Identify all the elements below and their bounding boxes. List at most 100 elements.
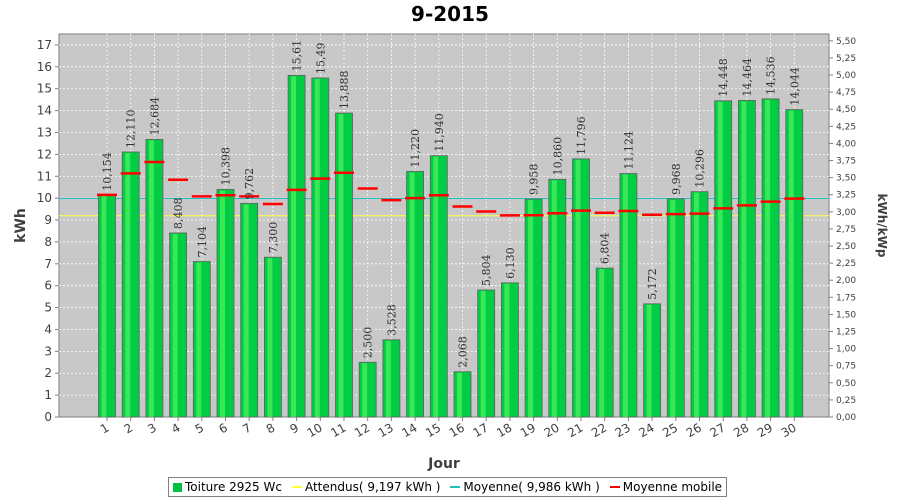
bar-highlight [314, 78, 320, 417]
bar-value-label: 9,762 [243, 168, 256, 200]
bar-value-label: 15,49 [314, 42, 327, 74]
y-tick-label: 12 [37, 147, 52, 161]
y-tick-label: 17 [37, 38, 52, 52]
x-tick-label: 3 [145, 420, 159, 436]
x-tick-label: 26 [684, 420, 704, 440]
bar [453, 371, 472, 418]
x-tick-label: 9 [287, 420, 301, 436]
bar [666, 198, 685, 418]
y2-tick-label: 1,75 [836, 293, 856, 303]
y-tick-label: 11 [37, 169, 52, 183]
y2-tick-label: 0,50 [836, 379, 856, 389]
bar-highlight [457, 372, 462, 417]
y-tick-label: 3 [44, 344, 52, 358]
bar-value-label: 10,296 [694, 149, 707, 188]
bar-highlight [551, 180, 557, 417]
x-tick-label: 6 [216, 420, 230, 436]
bar-value-label: 2,500 [362, 327, 375, 359]
y2-tick-label: 0,75 [836, 362, 856, 372]
bar-highlight [504, 283, 510, 417]
bar-value-label: 14,536 [765, 56, 778, 95]
bar [738, 100, 756, 418]
bar-value-label: 7,300 [267, 222, 280, 254]
bar-highlight [694, 192, 699, 417]
bar-highlight [362, 363, 368, 417]
bar [643, 303, 661, 418]
bar-highlight [385, 340, 391, 417]
x-tick-label: 11 [328, 420, 348, 440]
x-tick-label: 18 [494, 420, 514, 440]
legend-swatch-average [450, 486, 461, 488]
x-tick-label: 5 [193, 420, 207, 436]
bar-value-label: 5,172 [646, 268, 659, 300]
bar [524, 198, 543, 418]
x-tick-label: 13 [376, 420, 396, 440]
x-tick-label: 27 [707, 420, 727, 440]
bar-highlight [433, 156, 439, 417]
y2-tick-label: 4,00 [836, 139, 856, 149]
y2-tick-label: 3,25 [836, 191, 856, 201]
bar [406, 171, 425, 418]
bar [145, 139, 164, 418]
bar-highlight [480, 290, 486, 417]
bar-highlight [599, 269, 605, 417]
bar-value-label: 10,154 [101, 152, 114, 191]
bar [216, 189, 235, 418]
x-tick-label: 23 [613, 420, 633, 440]
bar-highlight [125, 152, 131, 418]
y2-tick-label: 3,75 [836, 157, 856, 167]
bar [98, 194, 116, 418]
bar [192, 261, 211, 418]
y2-tick-label: 4,50 [836, 105, 856, 115]
x-axis-title: Jour [427, 456, 460, 472]
y2-tick-label: 5,50 [836, 37, 856, 47]
legend-item-production: Toiture 2925 Wc [173, 480, 282, 494]
bar [169, 232, 188, 418]
x-tick-label: 16 [447, 420, 467, 440]
bar-highlight [148, 140, 154, 417]
bar [382, 339, 401, 418]
bar-highlight [409, 172, 415, 417]
y-tick-label: 13 [37, 125, 52, 139]
y2-tick-label: 1,50 [836, 310, 856, 320]
y-tick-label: 4 [44, 322, 52, 336]
y2-tick-label: 5,25 [836, 54, 856, 64]
bar-value-label: 11,124 [622, 131, 635, 170]
y-tick-label: 5 [44, 301, 52, 315]
x-tick-label: 12 [352, 420, 372, 440]
bar [477, 289, 496, 418]
x-tick-label: 30 [779, 420, 799, 440]
bar [121, 151, 140, 418]
y2-tick-label: 2,00 [836, 276, 856, 286]
x-tick-label: 2 [122, 420, 136, 436]
y-tick-label: 6 [44, 279, 52, 293]
y2-axis-title: kWh/kWp [875, 194, 889, 258]
chart-title: 9-2015 [411, 2, 489, 26]
legend-swatch-expected [291, 486, 302, 488]
x-tick-label: 7 [240, 420, 254, 436]
x-tick-label: 25 [660, 420, 680, 440]
bar [595, 267, 614, 418]
x-tick-label: 21 [565, 420, 585, 440]
legend-item-moving-average: Moyenne mobile [609, 480, 722, 494]
x-tick-label: 29 [755, 420, 775, 440]
bar-value-label: 8,408 [172, 197, 185, 229]
bar-value-label: 2,068 [457, 336, 470, 368]
bar [358, 361, 377, 418]
y2-tick-label: 2,50 [836, 242, 856, 252]
bar-value-label: 10,860 [551, 137, 564, 176]
bar-value-label: 9,968 [670, 163, 683, 195]
y-tick-label: 14 [37, 104, 52, 118]
bar-value-label: 11,796 [575, 116, 588, 155]
bar-highlight [765, 99, 771, 417]
bar-value-label: 10,398 [220, 147, 233, 186]
bar-value-label: 12,110 [125, 109, 138, 148]
x-tick-label: 24 [636, 420, 656, 440]
bar-value-label: 6,804 [599, 233, 612, 265]
bar-highlight [196, 262, 202, 417]
bar [690, 191, 709, 418]
y2-tick-label: 1,00 [836, 345, 856, 355]
y-tick-label: 7 [44, 257, 52, 271]
bar [287, 74, 306, 418]
legend-label-expected: Attendus( 9,197 kWh ) [304, 480, 441, 494]
